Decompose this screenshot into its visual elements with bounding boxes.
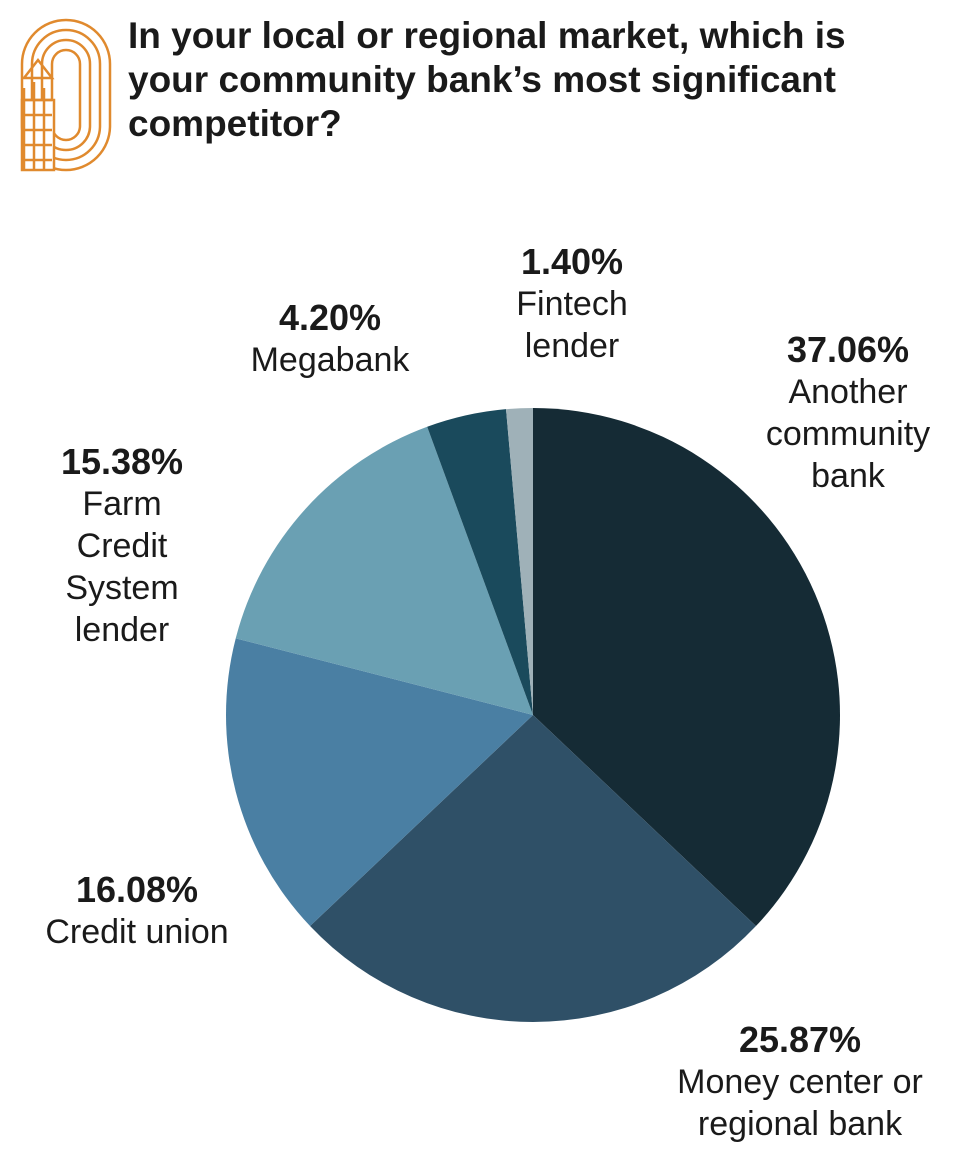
pie-slice <box>226 638 533 927</box>
data-label: 37.06% Another community bank <box>733 329 963 497</box>
pie-slice <box>310 715 756 1022</box>
logo <box>20 18 112 172</box>
chart-title: In your local or regional market, which … <box>128 15 846 144</box>
pie-slice <box>235 426 534 715</box>
data-label: 15.38% Farm Credit System lender <box>47 441 197 651</box>
category-label: Megabank <box>250 341 410 379</box>
category-label: Fintech lender <box>516 285 628 365</box>
value-label: 1.40% <box>520 241 624 282</box>
category-label: Farm Credit System lender <box>65 485 179 649</box>
value-label: 15.38% <box>60 441 184 482</box>
category-label: Money center or regional bank <box>677 1063 923 1143</box>
data-label: 16.08% Credit union <box>7 869 267 953</box>
category-label: Another community bank <box>765 373 931 495</box>
pie-slice <box>506 408 533 715</box>
value-label: 16.08% <box>75 869 199 910</box>
category-label: Credit union <box>45 913 229 951</box>
data-label: 4.20% Megabank <box>210 297 450 381</box>
value-label: 37.06% <box>786 329 910 370</box>
value-label: 4.20% <box>278 297 382 338</box>
value-label: 25.87% <box>738 1019 862 1060</box>
data-label: 1.40% Fintech lender <box>487 241 657 367</box>
pie-slice <box>427 409 533 715</box>
pie-slice <box>533 408 840 927</box>
data-label: 25.87% Money center or regional bank <box>640 1019 960 1145</box>
